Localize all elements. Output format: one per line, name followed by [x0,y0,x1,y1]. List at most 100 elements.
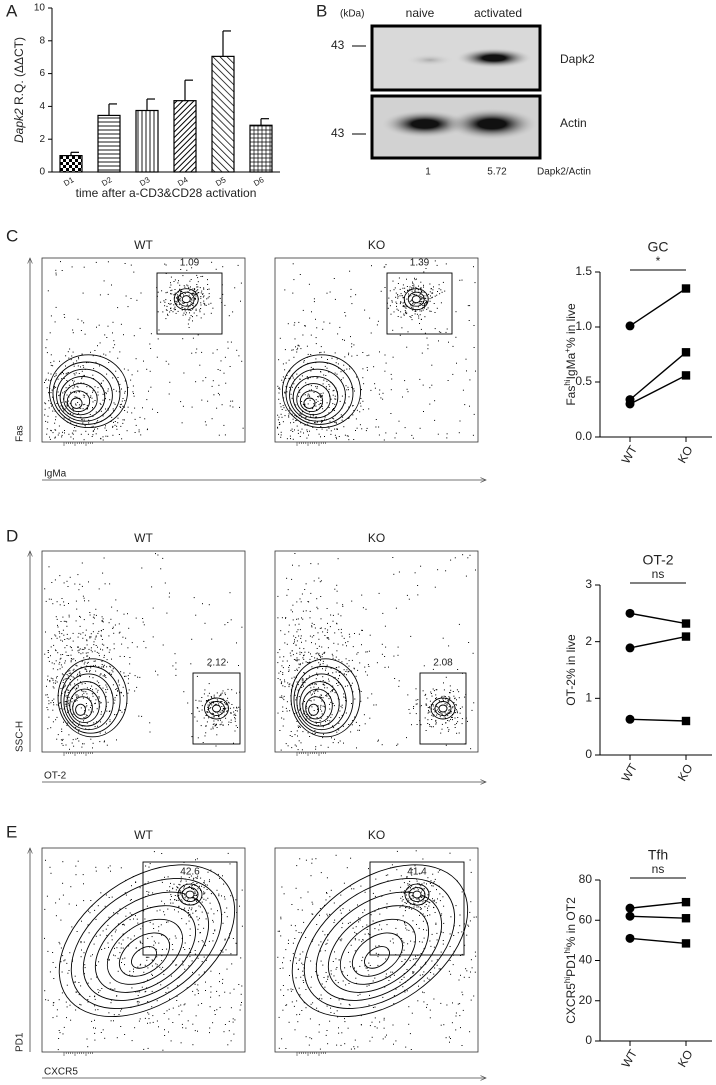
event-dot [394,678,396,679]
event-dot [434,711,436,713]
event-dot [403,313,405,315]
event-dot [146,905,148,907]
event-dot [44,588,46,590]
event-dot [405,311,407,313]
event-dot [429,310,431,312]
event-dot [318,645,320,647]
event-dot [406,737,407,739]
event-dot [293,676,295,678]
event-dot [408,598,410,600]
event-dot [195,910,197,912]
event-dot [285,949,287,951]
event-dot [413,707,414,709]
event-dot [188,912,190,913]
contour [303,878,456,1009]
event-dot [237,727,238,728]
event-dot [363,383,365,385]
event-dot [161,955,163,957]
event-dot [210,707,212,708]
event-dot [104,583,106,585]
event-dot [197,289,199,291]
event-dot [425,703,427,705]
event-dot [50,598,52,600]
event-dot [423,307,425,309]
event-dot [200,308,202,309]
event-dot [413,902,415,904]
event-dot [168,393,170,395]
x-axis-title: CXCR5 [44,1067,78,1078]
event-dot [195,309,197,311]
event-dot [181,422,183,424]
event-dot [450,712,452,714]
event-dot [210,996,212,998]
event-dot [180,295,181,297]
event-dot [412,287,414,289]
event-dot [367,369,368,371]
event-dot [334,352,336,354]
event-dot [238,665,239,666]
event-dot [299,598,301,600]
event-dot [62,955,64,957]
event-dot [341,419,343,421]
event-dot [102,687,104,689]
event-dot [460,1027,461,1029]
event-dot [357,729,359,731]
sample-label: WT [134,238,153,252]
event-dot [124,675,125,677]
event-dot [331,653,333,655]
event-dot [283,718,285,720]
event-dot [138,1001,140,1003]
event-dot [196,286,198,288]
event-dot [442,700,444,702]
event-dot [348,354,349,356]
event-dot [113,702,115,704]
event-dot [309,430,310,432]
event-dot [95,702,96,704]
event-dot [449,692,450,694]
event-dot [290,609,292,611]
event-dot [280,413,282,415]
event-dot [279,696,281,698]
event-dot [402,284,404,286]
event-dot [314,733,316,735]
event-dot [409,880,411,882]
event-dot [88,600,90,602]
event-dot [58,432,60,434]
event-dot [92,689,93,691]
event-dot [68,734,70,736]
event-dot [414,310,416,312]
event-dot [399,303,401,305]
event-dot [238,355,240,357]
event-dot [331,357,333,359]
event-dot [135,947,137,949]
event-dot [90,900,92,901]
event-dot [78,729,80,731]
event-dot [63,410,65,412]
event-dot [338,729,340,731]
event-dot [98,630,100,632]
event-dot [78,674,80,676]
event-dot [452,691,454,692]
event-dot [391,301,393,303]
event-dot [174,899,176,901]
event-dot [145,956,147,958]
event-dot [374,1026,376,1028]
event-dot [47,679,48,681]
event-dot [317,400,319,402]
event-dot [68,396,70,398]
event-dot [313,691,315,693]
event-dot [207,297,209,299]
event-dot [445,676,447,678]
event-dot [50,402,52,404]
event-dot [306,713,308,715]
event-dot [179,893,181,895]
event-dot [282,660,284,662]
event-dot [198,700,200,702]
event-dot [310,334,312,336]
event-dot [457,932,459,934]
event-dot [334,951,335,953]
event-dot [98,991,100,993]
event-dot [98,697,100,699]
event-dot [156,356,158,358]
event-dot [311,656,313,657]
